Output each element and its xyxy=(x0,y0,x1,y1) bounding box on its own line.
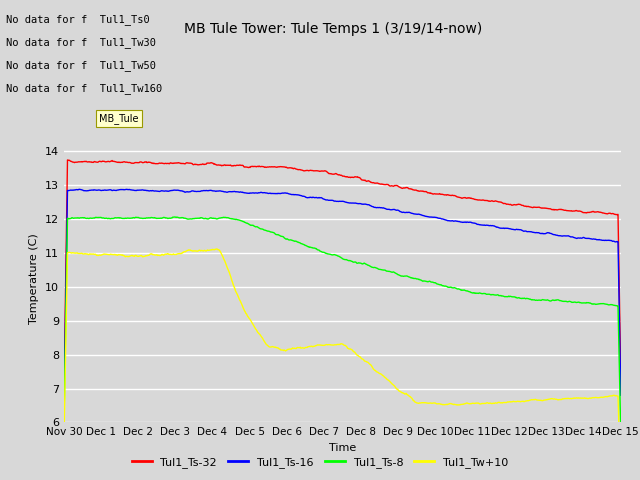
Text: No data for f  Tul1_Tw160: No data for f Tul1_Tw160 xyxy=(6,84,163,95)
Text: MB Tule Tower: Tule Temps 1 (3/19/14-now): MB Tule Tower: Tule Temps 1 (3/19/14-now… xyxy=(184,22,482,36)
Text: No data for f  Tul1_Tw30: No data for f Tul1_Tw30 xyxy=(6,37,156,48)
Y-axis label: Temperature (C): Temperature (C) xyxy=(29,233,40,324)
Text: No data for f  Tul1_Tw50: No data for f Tul1_Tw50 xyxy=(6,60,156,72)
X-axis label: Time: Time xyxy=(329,443,356,453)
Legend: Tul1_Ts-32, Tul1_Ts-16, Tul1_Ts-8, Tul1_Tw+10: Tul1_Ts-32, Tul1_Ts-16, Tul1_Ts-8, Tul1_… xyxy=(127,452,513,472)
Text: No data for f  Tul1_Ts0: No data for f Tul1_Ts0 xyxy=(6,14,150,25)
Text: MB_Tule: MB_Tule xyxy=(99,113,139,124)
